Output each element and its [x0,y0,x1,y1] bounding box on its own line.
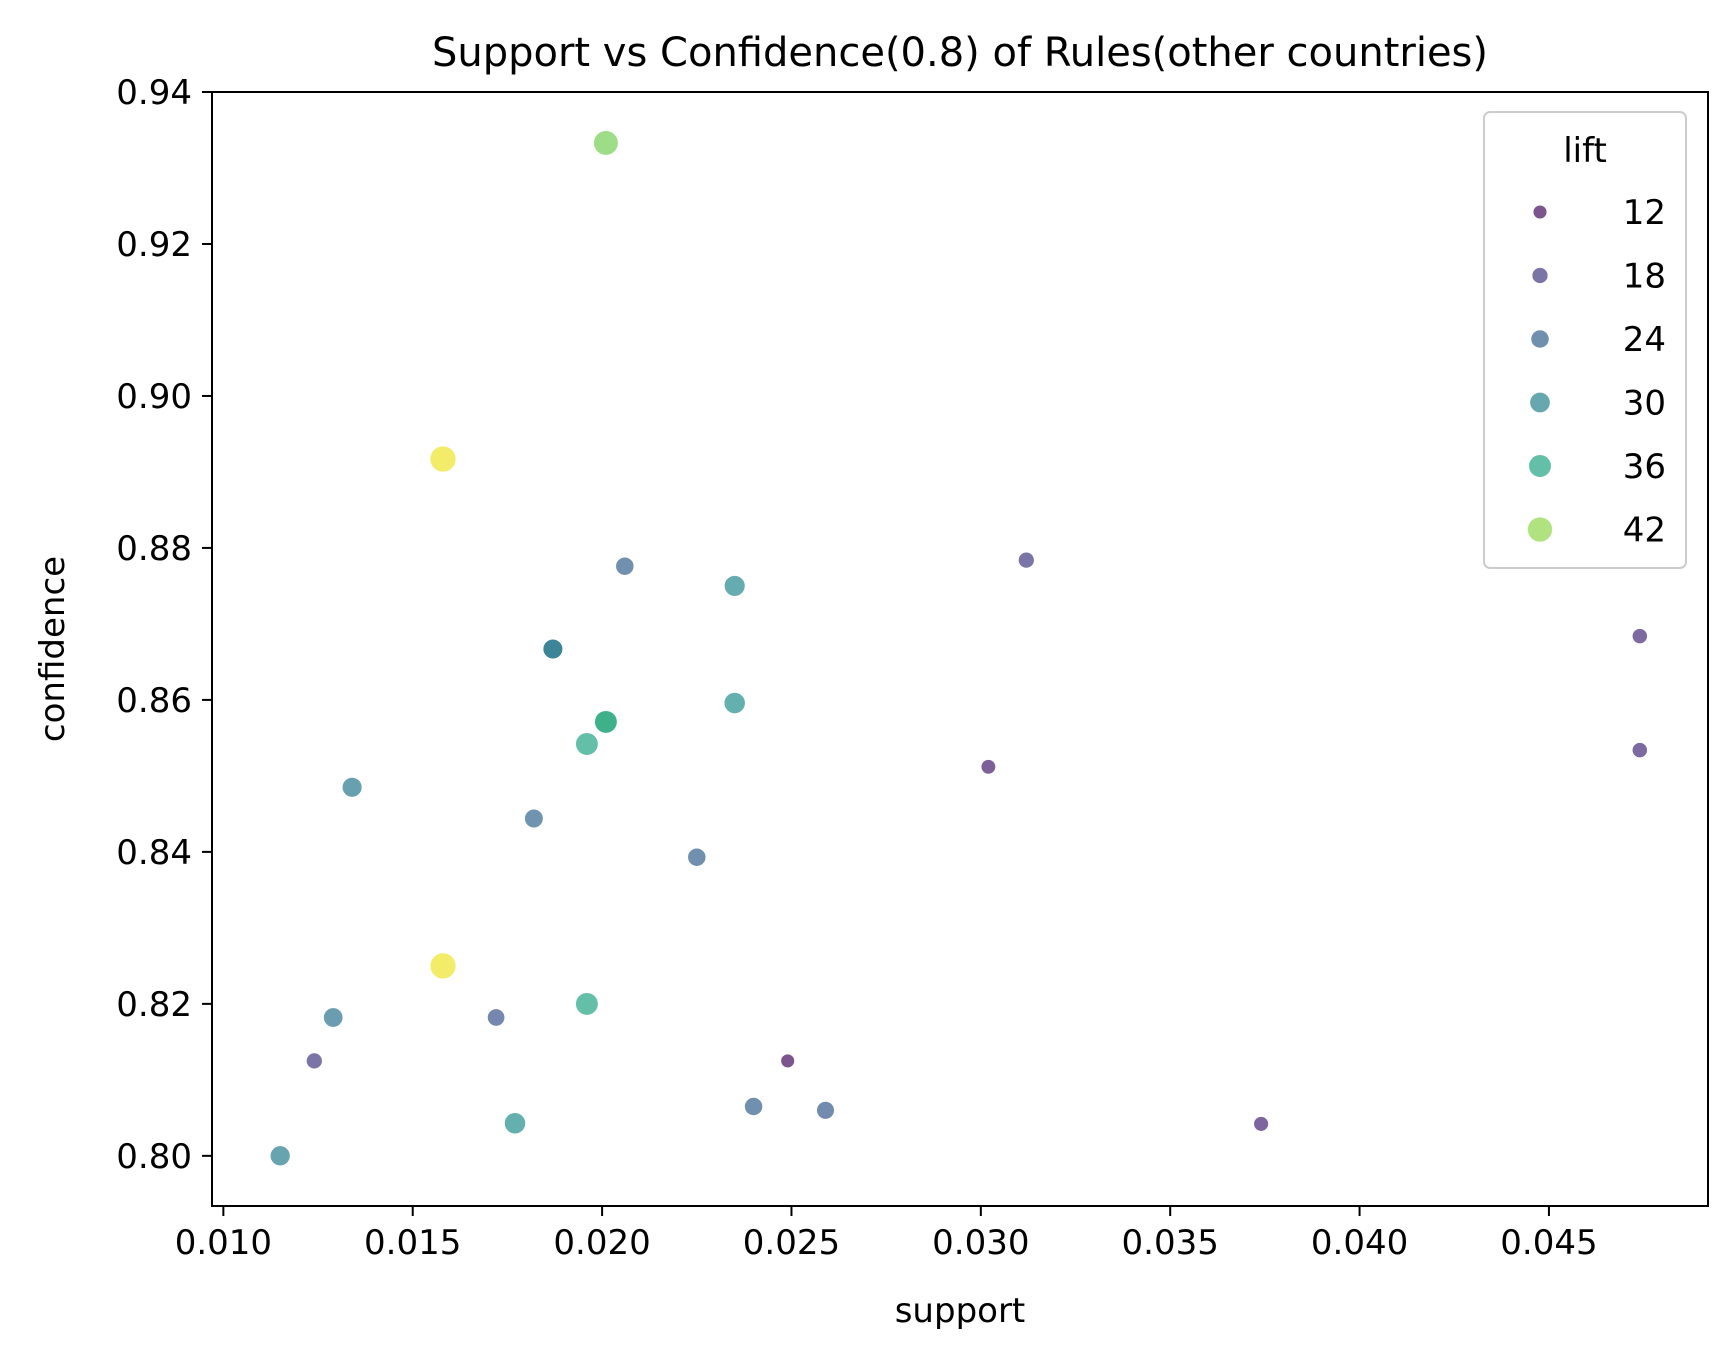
scatter-point [269,1144,292,1167]
scatter-point [503,1111,527,1135]
legend-marker [1529,328,1551,350]
x-tick-label: 0.040 [1311,1223,1408,1263]
y-tick-label: 0.84 [116,833,192,873]
scatter-point [1631,741,1649,759]
scatter-point [428,444,458,474]
scatter-point [1017,550,1036,570]
x-tick-label: 0.025 [743,1223,840,1263]
scatter-point [723,574,747,598]
legend-marker [1528,391,1552,414]
scatter-point [592,129,620,157]
scatter-point [1631,627,1649,645]
legend-marker [1527,453,1553,479]
y-axis-ticks: 0.80 0.82 0.84 0.86 0.88 0.90 0.92 0.94 [116,73,212,1177]
points-layer [269,129,1649,1167]
legend-title: lift [1563,131,1607,171]
legend-entries: 12 18 24 30 36 42 [1526,193,1666,551]
x-tick-label: 0.030 [932,1223,1029,1263]
y-tick-label: 0.82 [116,985,192,1025]
legend-label: 12 [1623,193,1666,233]
scatter-point [541,637,564,661]
x-tick-label: 0.010 [175,1223,272,1263]
scatter-point [305,1051,324,1071]
plot-frame [211,91,1709,1207]
scatter-point [593,709,619,735]
scatter-point [815,1100,836,1121]
x-axis-label: support [895,1291,1026,1331]
legend-marker [1526,515,1554,544]
x-axis-ticks: 0.010 0.015 0.020 0.025 0.030 0.035 0.040 0.045 [175,1206,1598,1263]
x-tick-label: 0.020 [553,1223,650,1263]
legend-label: 24 [1623,320,1666,360]
y-tick-label: 0.86 [116,681,192,721]
y-tick-label: 0.94 [116,73,192,113]
y-tick-label: 0.88 [116,529,192,569]
legend-label: 36 [1623,447,1666,487]
x-tick-label: 0.035 [1122,1223,1219,1263]
scatter-point [523,808,545,829]
scatter-point [1252,1115,1270,1133]
scatter-point [574,991,600,1017]
scatter-point [614,555,636,577]
scatter-point [686,846,708,868]
scatter-point [428,951,458,981]
scatter-point [722,691,747,715]
scatter-point [979,758,997,776]
y-axis-label: confidence [33,556,73,742]
scatter-point [322,1006,345,1029]
scatter-point [574,731,600,757]
scatter-point [779,1052,796,1069]
y-tick-label: 0.92 [116,225,192,265]
scatter-point [341,776,364,799]
scatter-point [743,1096,764,1117]
y-tick-label: 0.90 [116,377,192,417]
y-tick-label: 0.80 [116,1137,192,1177]
x-tick-label: 0.015 [364,1223,461,1263]
legend-label: 30 [1623,384,1666,424]
legend-label: 42 [1623,511,1666,551]
legend-marker [1531,203,1549,221]
x-tick-label: 0.045 [1500,1223,1597,1263]
chart-title: Support vs Confidence(0.8) of Rules(othe… [432,30,1488,76]
legend-box [1483,111,1687,569]
legend-label: 18 [1623,257,1666,297]
scatter-point [486,1007,506,1028]
legend-marker [1530,266,1550,285]
legend: lift 12 18 24 30 36 42 [1483,111,1687,569]
